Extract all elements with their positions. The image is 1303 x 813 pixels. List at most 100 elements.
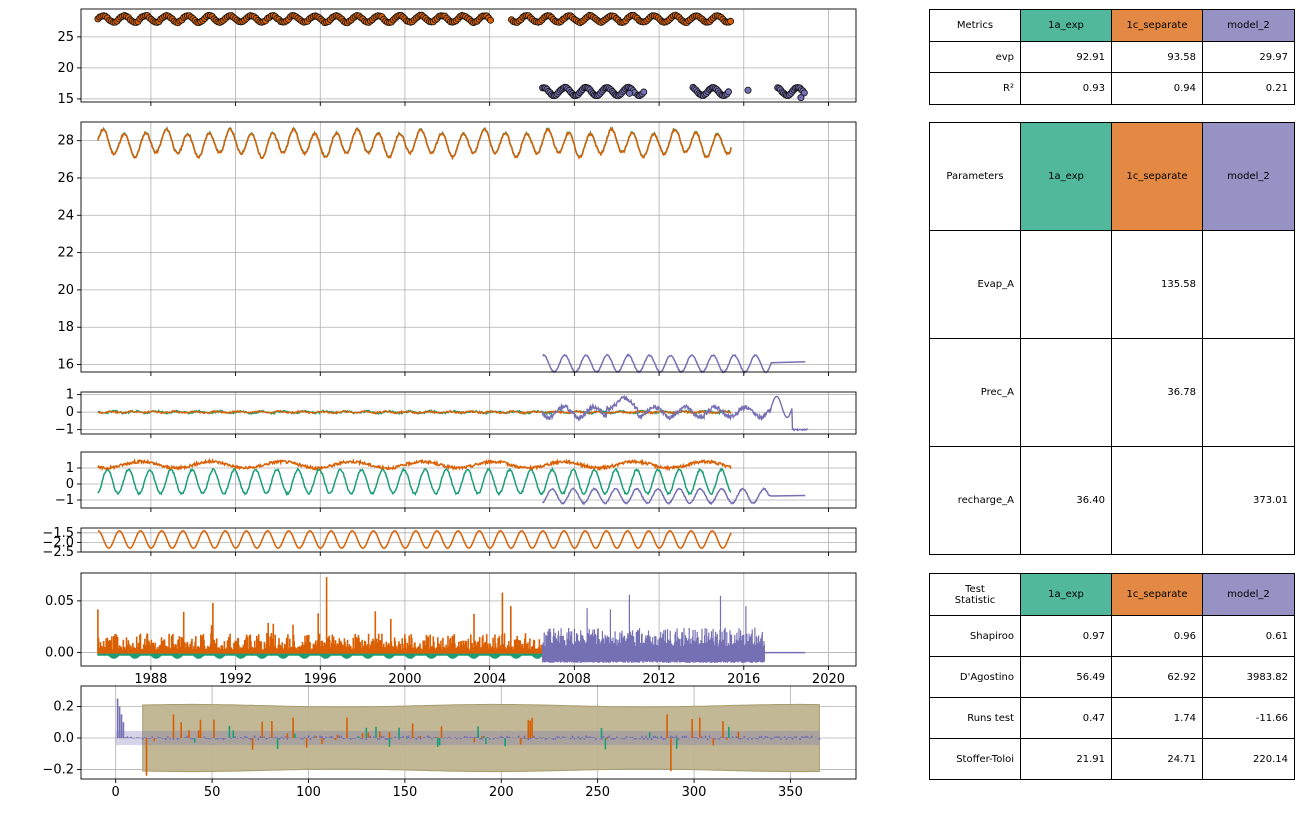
observation-point [744, 86, 752, 94]
plot-frame [80, 527, 857, 553]
x-tick-label: 2000 [388, 672, 421, 687]
metrics-cell: 0.21 [1202, 72, 1295, 105]
tests-header-1c-separate: 1c_separate [1111, 573, 1203, 616]
y-tick-label: 0 [66, 405, 74, 420]
panel-contribution-1: 1 0 −1 [55, 388, 857, 438]
y-tick-label: −2.0 [42, 535, 74, 550]
y-tick-label: 26 [57, 171, 74, 186]
x-tick-label: 0 [112, 785, 120, 800]
metrics-cell: 0.94 [1111, 72, 1203, 105]
y-tick-label: 0.00 [45, 646, 74, 661]
x-tick-label: 2020 [812, 672, 845, 687]
table-row: Runs test 0.47 1.74 -11.66 [929, 697, 1295, 739]
observation-point [725, 88, 733, 96]
metrics-header-1a-exp: 1a_exp [1020, 9, 1112, 42]
tests-row-label: Shapiroo [929, 615, 1021, 657]
y-tick-label: 0.0 [53, 731, 74, 746]
series-bars-model-2 [542, 594, 765, 663]
plot-frame [80, 685, 857, 780]
y-tick-label: −1.5 [42, 526, 74, 541]
tests-cell: 1.74 [1111, 697, 1203, 739]
params-cell: 135.58 [1111, 230, 1203, 339]
observation-point [640, 88, 648, 96]
series-line-model-2 [542, 353, 806, 374]
metrics-row-label: evp [929, 41, 1021, 73]
tests-header-label: Test Statistic [929, 573, 1021, 616]
y-tick-label: −2.5 [42, 545, 74, 560]
series-line-model-2 [541, 394, 808, 432]
x-tick-label: 2004 [473, 672, 506, 687]
metrics-cell: 0.93 [1020, 72, 1112, 105]
plot-frame [80, 8, 857, 103]
test-statistics-table: Test Statistic 1a_exp 1c_separate model_… [929, 573, 1295, 780]
params-cell [1202, 230, 1295, 339]
observation-point [797, 94, 805, 102]
tests-row-label: D'Agostino [929, 656, 1021, 698]
tests-cell: 62.92 [1111, 656, 1203, 698]
metrics-header-label: Metrics [929, 9, 1021, 42]
acf-bars-1a-exp [193, 725, 730, 750]
y-tick-label: 20 [57, 283, 74, 298]
metrics-header-1c-separate: 1c_separate [1111, 9, 1203, 42]
series-line-1c-separate [97, 409, 732, 416]
x-tick-label: 2012 [643, 672, 676, 687]
tests-row-label: Stoffer-Toloi [929, 738, 1021, 780]
params-row-label: Evap_A [929, 230, 1021, 339]
observation-point [800, 89, 808, 97]
series-line-1c-separate [97, 457, 732, 472]
x-tick-label: 100 [296, 785, 321, 800]
series-line-model-2 [541, 486, 806, 506]
y-tick-label: 1 [66, 461, 74, 476]
y-tick-label: 22 [57, 246, 74, 261]
table-row: Shapiroo 0.97 0.96 0.61 [929, 615, 1295, 657]
panel-contribution-3: −1.5−2.0−2.5 [42, 526, 857, 560]
acf-bars-1c-separate [145, 714, 740, 776]
x-tick-label: 2016 [727, 672, 760, 687]
table-row: D'Agostino 56.49 62.92 3983.82 [929, 656, 1295, 698]
x-tick-label: 2008 [558, 672, 591, 687]
plot-frame [80, 572, 857, 667]
params-row-label: recharge_A [929, 446, 1021, 555]
params-cell: 36.78 [1111, 338, 1203, 447]
params-cell [1111, 446, 1203, 555]
metrics-cell: 93.58 [1111, 41, 1203, 73]
observation-point [727, 17, 735, 25]
x-tick-label: 50 [204, 785, 221, 800]
table-row: recharge_A 36.40 373.01 [929, 446, 1295, 555]
params-row-label: Prec_A [929, 338, 1021, 447]
plot-frame [80, 451, 857, 509]
y-tick-label: 0.2 [53, 699, 74, 714]
y-tick-label: 28 [57, 134, 74, 149]
table-row: Evap_A 135.58 [929, 230, 1295, 339]
y-tick-label: 0.05 [45, 594, 74, 609]
plot-frame [80, 121, 857, 373]
tests-cell: 24.71 [1111, 738, 1203, 780]
y-tick-label: 20 [57, 61, 74, 76]
series-line-1c-separate [97, 126, 732, 161]
params-cell: 36.40 [1020, 446, 1112, 555]
y-tick-label: 15 [57, 92, 74, 107]
panel-contribution-2: 10−1 [55, 451, 857, 512]
tests-cell: 220.14 [1202, 738, 1295, 780]
observation-point [486, 16, 494, 24]
y-tick-label: 24 [57, 208, 74, 223]
tests-header-label-text: Test Statistic [954, 583, 996, 606]
params-cell [1020, 230, 1112, 339]
y-tick-label: −1 [55, 493, 74, 508]
plot-frame [80, 391, 857, 435]
params-header-1c-separate: 1c_separate [1111, 122, 1203, 231]
x-tick-label: 1992 [219, 672, 252, 687]
table-row: Prec_A 36.78 [929, 338, 1295, 447]
params-cell [1020, 338, 1112, 447]
metrics-cell: 92.91 [1020, 41, 1112, 73]
confidence-band-model-2 [115, 730, 820, 746]
x-tick-label: 1988 [134, 672, 167, 687]
x-tick-label: 350 [778, 785, 803, 800]
observation-point [625, 89, 633, 97]
series-bars-1c-separate [97, 577, 544, 654]
params-header-model-2: model_2 [1202, 122, 1295, 231]
metrics-table: Metrics 1a_exp 1c_separate model_2 evp 9… [929, 9, 1295, 105]
params-header-1a-exp: 1a_exp [1020, 122, 1112, 231]
series-line-1a-exp [97, 466, 732, 497]
metrics-row-label: R² [929, 72, 1021, 105]
